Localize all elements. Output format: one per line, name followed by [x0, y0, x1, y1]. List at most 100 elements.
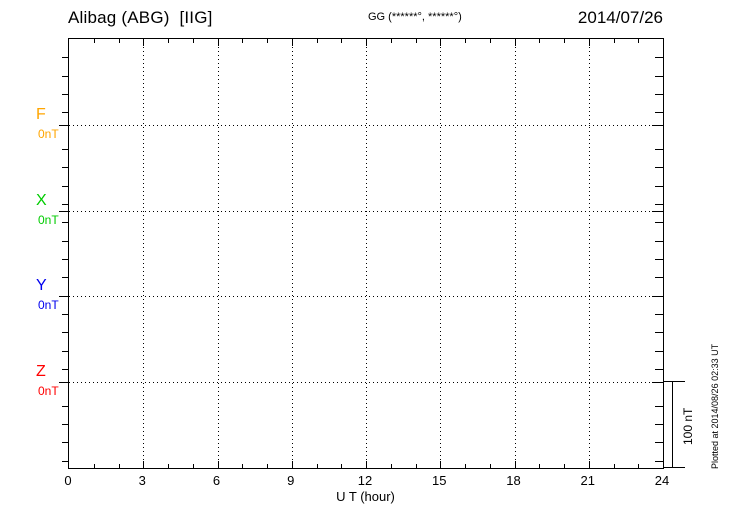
series-label-X: X	[36, 191, 47, 209]
x-tick-top-10	[316, 39, 318, 43]
x-gridline-6h	[217, 39, 219, 468]
y-minor-tick-left	[62, 405, 68, 407]
baseline-Y	[69, 296, 663, 298]
x-tick-bottom-22	[613, 464, 615, 468]
baseline-X	[69, 210, 663, 212]
y-minor-tick-left	[62, 75, 68, 77]
x-tick-bottom-14	[415, 464, 417, 468]
axis-bottom-extension	[663, 467, 685, 468]
y-minor-tick-left	[62, 442, 68, 444]
x-tick-bottom-15	[440, 461, 442, 468]
x-tick-label-21: 21	[580, 473, 595, 488]
y-minor-tick-left	[62, 185, 68, 187]
x-tick-top-16	[465, 39, 466, 43]
series-baseline-value-Z: 0nT	[38, 384, 59, 399]
y-minor-tick-left	[62, 57, 68, 59]
x-tick-top-21	[588, 39, 590, 46]
scale-bar-top-line	[663, 381, 685, 382]
plot-area	[59, 38, 664, 469]
y-minor-tick-right	[655, 112, 663, 114]
plot-date: 2014/07/26	[577, 8, 663, 27]
x-tick-bottom-6	[217, 461, 219, 468]
scale-bar-label: 100 nT	[681, 407, 695, 445]
x-tick-label-9: 9	[287, 473, 295, 488]
x-tick-bottom-23	[638, 464, 640, 468]
x-tick-bottom-10	[316, 464, 318, 468]
x-tick-top-1	[93, 39, 95, 43]
baseline-tick-left-F	[59, 124, 69, 126]
x-gridline-9h	[291, 39, 293, 468]
baseline-tick-left-X	[59, 210, 69, 212]
x-tick-bottom-17	[489, 464, 491, 468]
x-tick-bottom-8	[267, 464, 268, 468]
x-tick-bottom-7	[242, 464, 244, 468]
x-gridline-3h	[143, 39, 145, 468]
x-tick-top-9	[291, 39, 293, 46]
x-tick-top-11	[341, 39, 343, 43]
x-tick-top-20	[564, 39, 565, 43]
x-gridline-21h	[588, 39, 590, 468]
y-minor-tick-right	[655, 75, 663, 77]
x-tick-label-6: 6	[212, 473, 221, 488]
y-minor-tick-left	[62, 203, 68, 205]
series-label-Z: Z	[36, 363, 46, 381]
x-tick-label-3: 3	[138, 473, 146, 488]
y-minor-tick-left	[62, 350, 68, 352]
x-tick-top-12	[366, 39, 367, 46]
baseline-tick-right-Y	[652, 296, 663, 298]
scale-bar-vertical-line	[672, 381, 673, 468]
x-tick-top-4	[168, 39, 169, 43]
y-minor-tick-right	[655, 442, 663, 444]
x-tick-bottom-3	[143, 461, 145, 468]
y-minor-tick-left	[62, 167, 68, 169]
baseline-F	[69, 124, 663, 126]
series-baseline-value-F: 0nT	[38, 126, 59, 141]
x-tick-bottom-16	[465, 464, 466, 468]
y-minor-tick-right	[655, 277, 663, 279]
x-tick-bottom-13	[390, 464, 392, 468]
y-minor-tick-right	[655, 185, 663, 187]
x-tick-top-22	[613, 39, 615, 43]
y-minor-tick-left	[62, 112, 68, 114]
x-tick-top-15	[440, 39, 442, 46]
y-minor-tick-left	[62, 277, 68, 279]
x-tick-bottom-9	[291, 461, 293, 468]
station-title: Alibag (ABG) [IIG]	[68, 8, 213, 27]
x-tick-bottom-12	[366, 461, 367, 468]
baseline-tick-left-Z	[59, 382, 69, 384]
y-minor-tick-right	[655, 167, 663, 169]
x-tick-top-6	[217, 39, 219, 46]
series-label-F: F	[36, 105, 46, 123]
x-tick-label-12: 12	[357, 473, 373, 488]
x-gridline-18h	[514, 39, 516, 468]
geographic-coords-label: GG (******°, ******°)	[368, 11, 462, 23]
x-tick-bottom-5	[192, 464, 194, 468]
baseline-tick-right-X	[652, 210, 663, 212]
x-tick-top-8	[267, 39, 268, 43]
y-minor-tick-right	[655, 460, 663, 462]
y-minor-tick-right	[655, 332, 663, 334]
y-minor-tick-right	[655, 423, 663, 425]
y-minor-tick-right	[655, 258, 663, 260]
y-minor-tick-right	[655, 405, 663, 407]
x-tick-bottom-2	[118, 464, 120, 468]
x-tick-bottom-20	[564, 464, 565, 468]
series-baseline-value-Y: 0nT	[38, 298, 59, 313]
y-minor-tick-right	[655, 93, 663, 95]
y-minor-tick-right	[655, 203, 663, 205]
x-tick-top-13	[390, 39, 392, 43]
y-minor-tick-left	[62, 93, 68, 95]
x-tick-top-7	[242, 39, 244, 43]
y-minor-tick-right	[655, 350, 663, 352]
y-minor-tick-right	[655, 368, 663, 370]
x-tick-bottom-4	[168, 464, 169, 468]
x-tick-label-18: 18	[506, 473, 521, 488]
series-label-Y: Y	[36, 277, 47, 295]
x-gridline-12h	[366, 39, 367, 468]
x-tick-label-15: 15	[432, 473, 447, 488]
x-tick-top-17	[489, 39, 491, 43]
x-tick-top-5	[192, 39, 194, 43]
plotted-at-timestamp: Plotted at 2014/08/26 02:33 UT	[710, 343, 720, 469]
x-tick-top-18	[514, 39, 516, 46]
